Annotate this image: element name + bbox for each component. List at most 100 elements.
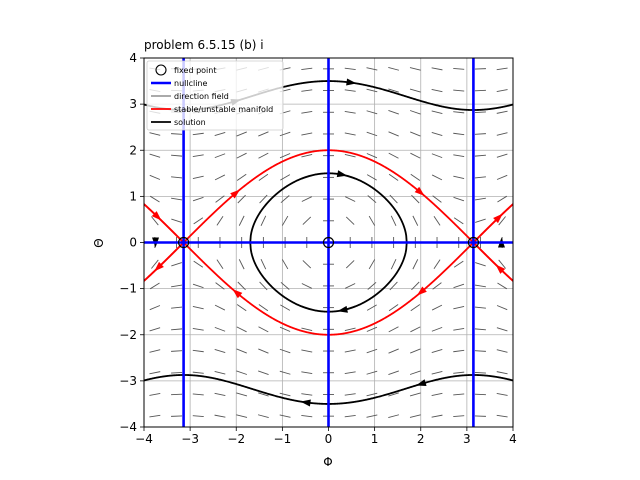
direction-field-segment (453, 260, 464, 268)
direction-field-segment (345, 260, 355, 269)
legend: fixed point nullcline direction field stabl… (146, 60, 284, 131)
direction-field-segment (216, 259, 224, 270)
direction-field-segment (258, 131, 269, 137)
direction-field-segment (301, 393, 313, 396)
direction-field-segment (474, 176, 486, 179)
direction-field-segment (496, 393, 508, 396)
direction-field-segment (192, 415, 204, 418)
direction-field-segment (238, 215, 245, 226)
direction-field-segment (236, 304, 247, 312)
direction-field-segment (474, 197, 486, 201)
direction-field-segment (149, 414, 161, 418)
direction-field-segment (281, 215, 289, 226)
x-tick-label: 2 (417, 432, 425, 446)
trajectory-arrow (414, 186, 425, 196)
direction-field-segment (236, 326, 247, 333)
direction-field-segment (390, 215, 397, 226)
direction-field-segment (431, 174, 443, 181)
direction-field-segment (496, 67, 508, 71)
x-tick-label: 1 (371, 432, 379, 446)
direction-field-segment (344, 132, 356, 136)
y-tick-label: 3 (129, 97, 137, 111)
direction-field-segment (344, 393, 356, 396)
direction-field-segment (214, 349, 226, 354)
trajectory-arrow (337, 305, 348, 313)
direction-field-segment (281, 259, 289, 270)
direction-field-segment (431, 326, 443, 332)
direction-field-segment (388, 88, 400, 93)
direction-field-segment (149, 132, 161, 136)
direction-field-segment (474, 328, 486, 331)
direction-field-segment (410, 131, 421, 137)
direction-field-segment (149, 174, 161, 180)
direction-field-segment (171, 371, 183, 374)
direction-field-segment (496, 327, 508, 332)
direction-field-segment (431, 67, 443, 71)
direction-field-segment (192, 132, 204, 136)
direction-field-segment (344, 415, 356, 418)
direction-field-segment (171, 262, 182, 267)
direction-field-segment (257, 414, 269, 418)
direction-field-segment (236, 348, 247, 354)
trajectory-arrow (415, 379, 427, 386)
direction-field-segment (431, 153, 443, 159)
direction-field-segment (474, 306, 486, 309)
direction-field-segment (236, 414, 248, 418)
direction-field-segment (432, 195, 442, 203)
direction-field-segment (432, 282, 442, 290)
direction-field-segment (258, 173, 269, 181)
direction-field-segment (409, 370, 421, 375)
direction-field-segment (411, 281, 420, 291)
direction-field-segment (193, 217, 204, 225)
direction-field-segment (171, 284, 183, 288)
x-axis-label: Φ (323, 455, 332, 469)
direction-field-segment (279, 348, 291, 354)
direction-field-segment (301, 327, 313, 332)
direction-field-segment (366, 110, 378, 115)
x-tick-label: −1 (274, 432, 292, 446)
direction-field-segment (410, 326, 421, 333)
direction-field-segment (214, 370, 226, 375)
legend-label: solution (174, 118, 206, 127)
direction-field-segment (192, 305, 204, 310)
legend-entries: fixed point nullcline direction field stabl… (151, 64, 273, 127)
direction-field-segment (192, 393, 204, 396)
direction-field-segment (474, 350, 486, 352)
direction-field-segment (388, 304, 399, 312)
direction-field-segment (367, 195, 377, 204)
direction-field-segment (388, 392, 400, 397)
direction-field-segment (366, 348, 378, 354)
direction-field-segment (431, 88, 443, 93)
direction-field-segment (389, 194, 398, 204)
direction-field-segment (496, 371, 508, 375)
direction-field-segment (388, 370, 399, 375)
direction-field-segment (192, 196, 204, 202)
direction-field-segment (474, 111, 486, 114)
direction-field-segment (388, 326, 399, 333)
direction-field-segment (345, 216, 355, 225)
x-tick-label: −3 (181, 432, 199, 446)
direction-field-segment (433, 215, 441, 226)
direction-field-segment (301, 67, 313, 70)
direction-field-segment (367, 281, 377, 290)
manifold-curve (144, 241, 185, 283)
direction-field-segment (453, 111, 465, 114)
direction-field-segment (192, 349, 204, 353)
direction-field-segment (171, 218, 182, 223)
direction-field-segment (258, 152, 269, 159)
trajectory-arrow (300, 399, 311, 407)
direction-field-segment (280, 281, 290, 290)
y-tick-label: 1 (129, 189, 137, 203)
x-tick-label: −2 (227, 432, 245, 446)
direction-field-segment (344, 153, 356, 158)
direction-field-segment (344, 67, 356, 70)
direction-field-segment (388, 67, 400, 71)
direction-field-segment (279, 392, 291, 397)
direction-field-segment (453, 327, 465, 331)
direction-field-segment (215, 195, 225, 203)
y-tick-label: 0 (129, 236, 137, 250)
direction-field-segment (453, 415, 465, 418)
direction-field-segment (279, 153, 291, 159)
direction-field-segment (279, 131, 291, 137)
